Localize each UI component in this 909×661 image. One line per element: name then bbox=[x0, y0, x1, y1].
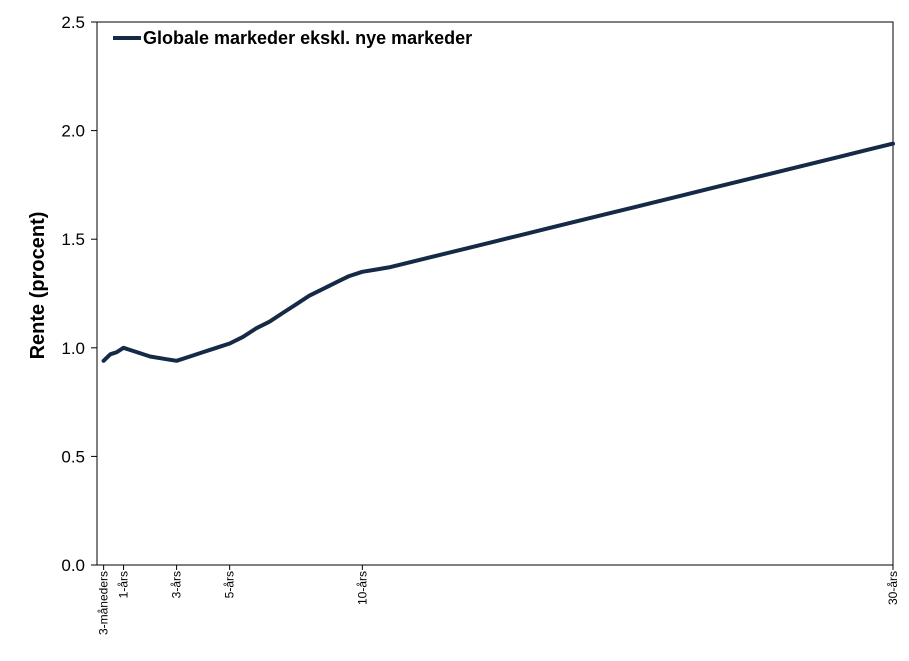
series-line bbox=[101, 141, 895, 363]
y-axis-label: Rente (procent) bbox=[27, 212, 49, 360]
y-tick-label: 0.0 bbox=[61, 556, 85, 575]
x-tick-label: 10-års bbox=[355, 571, 369, 605]
y-tick-label: 0.5 bbox=[61, 447, 85, 466]
y-tick-label: 1.0 bbox=[61, 339, 85, 358]
y-tick-label: 2.5 bbox=[61, 13, 85, 32]
y-axis-ticks: 0.0 0.5 1.0 1.5 2.0 2.5 bbox=[61, 13, 97, 575]
x-tick-label: 5-års bbox=[223, 571, 237, 598]
legend: Globale markeder ekskl. nye markeder bbox=[113, 28, 472, 48]
x-tick-label: 3-års bbox=[170, 571, 184, 598]
y-tick-label: 1.5 bbox=[61, 230, 85, 249]
x-tick-label: 30-års bbox=[886, 571, 900, 605]
x-axis-ticks: 3-måneders 1-års 3-års 5-års 10-års 30-års bbox=[97, 565, 900, 635]
y-tick-label: 2.0 bbox=[61, 122, 85, 141]
x-tick-label: 1-års bbox=[117, 571, 131, 598]
x-tick-label: 3-måneders bbox=[97, 571, 111, 635]
legend-label: Globale markeder ekskl. nye markeder bbox=[143, 28, 472, 48]
axes bbox=[96, 21, 894, 566]
plot-frame bbox=[96, 21, 894, 566]
series-lines bbox=[101, 141, 895, 363]
